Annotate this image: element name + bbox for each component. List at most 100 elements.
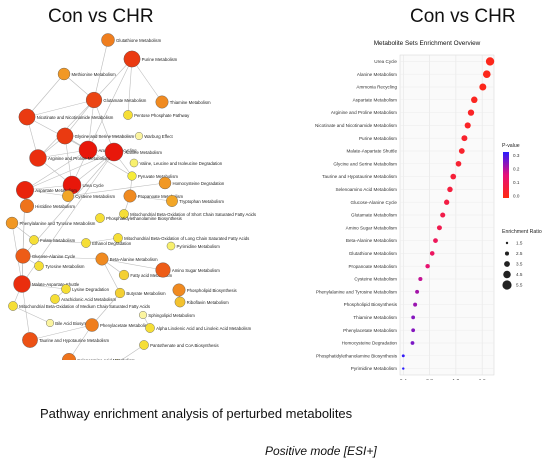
network-edge (22, 255, 103, 260)
network-node (46, 319, 54, 327)
data-point (444, 199, 450, 205)
network-node (18, 108, 36, 126)
ratio-legend-dot (504, 251, 510, 256)
network-node (57, 67, 71, 81)
data-point (425, 263, 430, 269)
network-node (81, 238, 91, 248)
category-label: Taurine and Hypotaurine Metabolism (322, 174, 397, 179)
data-point (485, 57, 495, 66)
pvalue-legend-tick: 0.1 (513, 180, 520, 185)
network-node (29, 235, 39, 245)
network-edge (120, 344, 145, 360)
network-node-label: Phospholipid Biosynthesis (187, 288, 237, 293)
network-node-label: Amino Sugar Metabolism (172, 268, 220, 273)
network-node-label: Phosphatidylethanolamine Biosynthesis (106, 216, 182, 221)
ratio-legend-dot (504, 261, 510, 267)
network-edge (26, 99, 95, 118)
network-node-label: Homocysteine Degradation (172, 181, 224, 186)
data-point (461, 135, 468, 142)
network-node (34, 261, 44, 271)
network-node (95, 213, 105, 223)
network-node (62, 353, 76, 360)
category-label: Urea Cycle (374, 59, 397, 64)
category-label: Homocysteine Degradation (342, 341, 398, 346)
network-node (135, 132, 143, 140)
network-edge (29, 324, 93, 341)
data-point (464, 122, 471, 129)
network-edge (67, 182, 166, 197)
network-edge (12, 305, 51, 324)
ratio-legend-dot (502, 280, 512, 290)
category-label: Ammonia Recycling (356, 85, 397, 90)
category-label: Thiamine Metabolism (353, 315, 397, 320)
network-node-label: Tryptophan Metabolism (179, 199, 224, 204)
network-node (145, 323, 155, 333)
pvalue-legend-tick: 0.2 (513, 167, 520, 172)
network-node-label: Beta-Alanine Metabolism (110, 257, 158, 262)
network-node-label: Cysteine Metabolism (75, 194, 115, 199)
data-point (471, 96, 478, 104)
category-label: Glycine and Serine Metabolism (333, 161, 397, 166)
dotplot-title: Metabolite Sets Enrichment Overview (374, 40, 481, 47)
network-node (127, 171, 137, 181)
network-node (166, 195, 178, 207)
network-edge (93, 99, 115, 153)
data-point (433, 238, 438, 243)
data-point (450, 173, 457, 180)
ratio-legend-dot (503, 270, 511, 279)
network-node (29, 149, 47, 167)
network-node (85, 318, 99, 332)
network-node-label: Glucose-Alanine Cycle (32, 254, 76, 259)
network-node (155, 95, 169, 109)
network-node-label: Ethanol Degradation (92, 241, 132, 246)
network-node (101, 33, 115, 47)
network-node-label: Arachidonic Acid Metabolism (61, 297, 116, 302)
network-node-label: Mitochondrial Beta-Oxidation of Long Cha… (124, 236, 249, 241)
enrichment-dot-plot: Metabolite Sets Enrichment Overview 0.4 0.… (315, 40, 542, 380)
data-point (467, 109, 475, 116)
network-node-label: Fatty acid Metabolism (130, 273, 172, 278)
network-node (5, 216, 19, 230)
network-node (129, 158, 139, 168)
x-tick-label: 0.4 (400, 379, 407, 380)
network-node (16, 181, 34, 199)
category-label: Phosphatidylethanolamine Biosynthesis (316, 353, 398, 358)
ratio-legend-tick: 1.5 (516, 241, 523, 246)
data-point (413, 302, 418, 307)
network-node-label: Sphingolipid Metabolism (148, 313, 195, 318)
network-node-label: Propanoate Metabolism (138, 194, 184, 199)
network-node-label: Pyrimidine Metabolism (177, 244, 221, 249)
category-label: Selenoamino Acid Metabolism (335, 187, 397, 192)
network-edge (26, 73, 65, 118)
network-node-label: Glutathione Metabolism (116, 38, 162, 43)
network-node-label: Bile Acid Biosynthesis (55, 321, 97, 326)
network-edge (33, 239, 87, 244)
category-label: Glutathione Metabolism (349, 251, 397, 256)
network-node (22, 332, 38, 348)
x-tick-label: 0.8 (426, 379, 433, 380)
network-node (155, 262, 171, 278)
pvalue-legend-title: P-value (502, 143, 520, 149)
data-point (458, 148, 465, 154)
network-node (95, 252, 109, 266)
category-label: Glucose-Alanine Cycle (351, 200, 398, 205)
network-node (158, 176, 172, 190)
category-label: Malate-Aspartate Shuttle (346, 149, 397, 154)
network-node-label: Glycine and Serine Metabolism (75, 134, 135, 139)
network-node (61, 284, 71, 294)
network-node (172, 283, 186, 297)
network-edge (91, 292, 121, 326)
network-node-label: Thiamine Metabolism (170, 100, 211, 105)
network-node-label: Pentose Phosphate Pathway (134, 113, 190, 118)
network-edge (64, 135, 133, 177)
network-edge (24, 149, 89, 191)
network-node-label: Butyrate Metabolism (126, 291, 166, 296)
category-label: Cysteine Metabolism (354, 277, 397, 282)
network-node (174, 296, 186, 308)
network-node (56, 127, 74, 145)
network-node-label: Valine, Leucine and Isoleucine Degradati… (140, 161, 223, 166)
network-node-label: Arginine and Proline Metabolism (48, 156, 110, 161)
ratio-legend-title: Enrichment Ratio (502, 229, 542, 235)
pvalue-legend-tick: 0.0 (513, 194, 520, 199)
data-point (401, 354, 405, 358)
